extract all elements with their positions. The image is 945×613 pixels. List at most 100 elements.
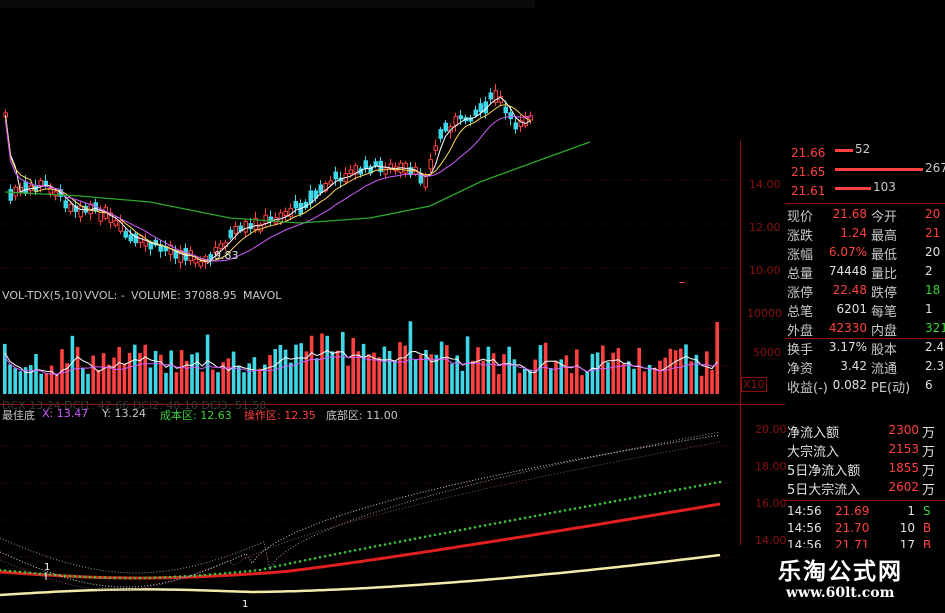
order-book-row[interactable]: 21.65 267 [791,161,945,180]
watermark-url: www.60lt.com [786,585,895,601]
volume-bar [221,362,225,394]
volume-chart[interactable] [0,304,740,404]
volume-bar [575,349,579,394]
quote-label: 换手 [787,343,814,358]
order-book-row[interactable]: 21.61 103 [791,180,896,199]
volume-bar [169,350,173,394]
volume-bar [632,368,636,394]
volume-bar [679,348,683,394]
candle-body [68,203,73,212]
green-dot [678,488,682,491]
green-dot [583,505,587,508]
scroll-marker [679,282,685,286]
money-flow-unit: 万 [922,464,936,479]
volume-header: VOL-TDX(5,10) VVOL: - VOLUME: 37088.95 M… [0,289,281,303]
green-dot [23,571,27,574]
volume-bar [471,360,475,394]
price-chart-svg: 9.83 [0,84,740,286]
quote-label: 量比 [871,267,898,282]
candle-body [248,223,253,230]
green-dot [298,560,302,563]
mavol5-line [4,349,718,377]
candle-body [328,180,333,185]
volume-bar [18,371,23,394]
volume-bar [694,354,699,394]
mavol-label: MAVOL [243,289,282,302]
quote-label: 涨幅 [787,248,814,263]
volume-bar [538,345,543,394]
green-dot [3,569,7,572]
green-dot [518,517,522,521]
volume-bar [367,354,371,394]
green-dot [648,493,652,497]
green-dot [158,576,162,579]
volume-bar [107,364,111,394]
quote-label: 涨跌 [787,229,814,244]
candle-body [528,115,533,121]
green-dot [123,576,127,580]
candle-body [193,259,198,264]
volume-bar [668,348,673,394]
indicator-header-item: Y: 13.24 [102,407,146,420]
candle-body [308,190,313,204]
candle-body [263,214,268,224]
quote-label: 流通 [871,362,898,377]
candle-body [433,145,438,152]
cover-panel-2 [275,280,670,328]
candle-body [438,129,443,139]
green-dot [333,553,337,556]
volume-bar [627,361,631,394]
green-dot [323,555,327,558]
volume-indicator-name[interactable]: VOL-TDX(5,10) [2,289,83,302]
money-flow-unit: 万 [922,426,936,441]
quote-value: 18 [925,283,941,297]
indicator-axis-tick: 16.00 [755,497,787,510]
volume-bar [450,363,454,394]
green-dot [208,573,212,576]
candle-body [73,205,78,212]
volume-bar [112,357,116,394]
volume-bar [117,347,121,394]
green-dot [273,565,277,568]
volume-bar [658,360,662,394]
quote-label: 收益(-) [787,381,828,396]
indicator-header-item: 最佳底 [2,409,35,422]
volume-bar [611,352,615,394]
indicator-header-item: X: 13.47 [42,407,89,420]
green-dot [88,575,92,579]
volume-bar [190,354,194,394]
indicator-header-item: 操作区: 12.35 [244,409,316,422]
green-dot [613,499,617,503]
candle-body [133,233,138,244]
quote-value: 3.42 [840,359,867,373]
volume-bar [101,353,106,394]
volume-bar [653,367,657,394]
volume-bar [211,369,215,394]
candle-body [348,169,353,174]
volume-bar [153,350,158,394]
candle-body [243,220,248,233]
price-chart[interactable]: 9.83 [0,0,740,286]
low-price-annotation: 9.83 [214,249,239,262]
green-dot [483,524,487,527]
green-dot [378,544,382,547]
candle-body [258,223,263,232]
candle-body [523,115,528,127]
quote-label: 跌停 [871,286,898,301]
quote-value: 2 [925,264,933,278]
green-dot [223,572,227,575]
candle-body [503,106,508,114]
green-dot [8,569,12,573]
volume-chart-svg [0,321,740,394]
green-dot [308,558,312,561]
divider [785,500,945,501]
volume-bar [273,349,277,394]
volume-bar [23,367,28,394]
order-book-row[interactable]: 21.66 52 [791,142,870,161]
volume-bar [159,354,163,394]
indicator-header-item: 成本区: 12.63 [160,409,232,422]
volume-bar [699,375,704,394]
green-dot [698,484,702,487]
indicator-axis-tick: 20.00 [755,423,787,436]
